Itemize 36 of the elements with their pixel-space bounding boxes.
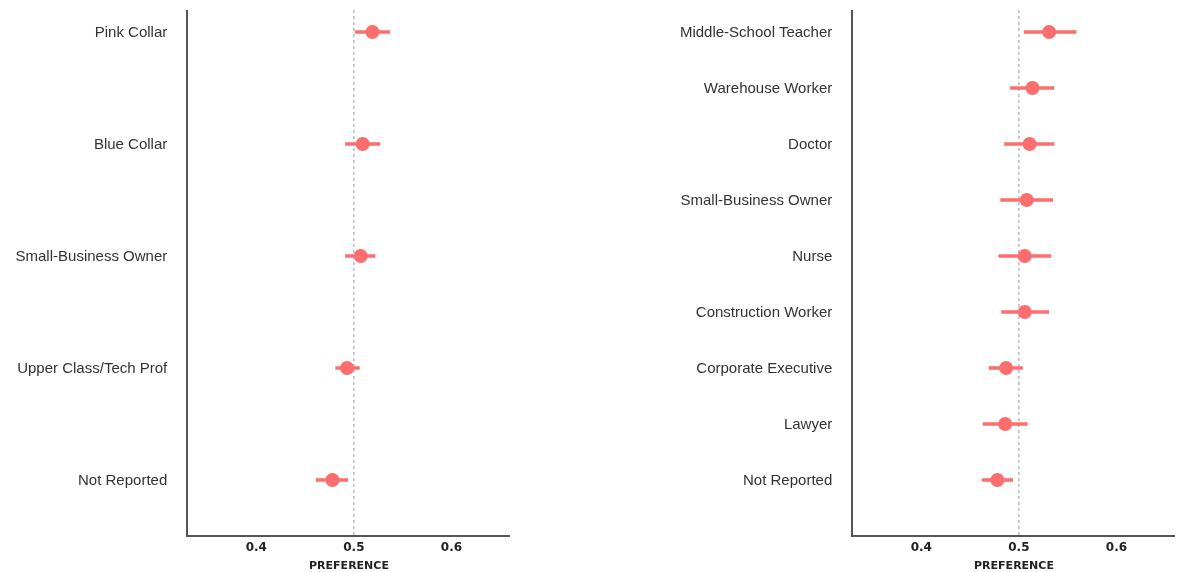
y-tick-label: Nurse [792, 247, 833, 265]
y-tick-label: Small-Business Owner [680, 191, 833, 209]
point [1019, 193, 1034, 207]
x-tick-label: 0.5 [1008, 540, 1030, 555]
x-tick-label: 0.4 [910, 540, 932, 555]
y-tick-label: Lawyer [783, 415, 833, 433]
point [353, 249, 368, 263]
y-tick-label: Small-Business Owner [15, 247, 168, 265]
y-tick-label: Corporate Executive [696, 359, 833, 377]
point [340, 361, 355, 375]
y-tick-label: Not Reported [78, 471, 168, 489]
x-tick-label: 0.6 [440, 540, 463, 555]
point [1017, 305, 1032, 319]
point [325, 473, 340, 487]
y-tick-label: Construction Worker [695, 303, 833, 321]
y-tick-label: Pink Collar [94, 23, 168, 41]
point [998, 417, 1013, 431]
y-tick-label: Doctor [788, 135, 833, 153]
point [990, 473, 1005, 487]
point [999, 361, 1014, 375]
y-tick-label: Not Reported [743, 471, 833, 489]
x-axis-title: PREFERENCE [309, 558, 389, 572]
x-axis-title: PREFERENCE [974, 558, 1054, 572]
y-tick-label: Upper Class/Tech Prof [17, 359, 169, 377]
y-tick-label: Blue Collar [93, 135, 168, 153]
point [365, 25, 380, 39]
point [1025, 81, 1040, 95]
point [1022, 137, 1037, 151]
x-tick-label: 0.4 [245, 540, 267, 555]
y-tick-label: Middle-School Teacher [679, 23, 833, 41]
x-tick-label: 0.6 [1105, 540, 1128, 555]
point [1042, 25, 1057, 39]
x-tick-label: 0.5 [343, 540, 365, 555]
y-tick-label: Warehouse Worker [703, 79, 833, 97]
point [355, 137, 370, 151]
point [1017, 249, 1032, 263]
